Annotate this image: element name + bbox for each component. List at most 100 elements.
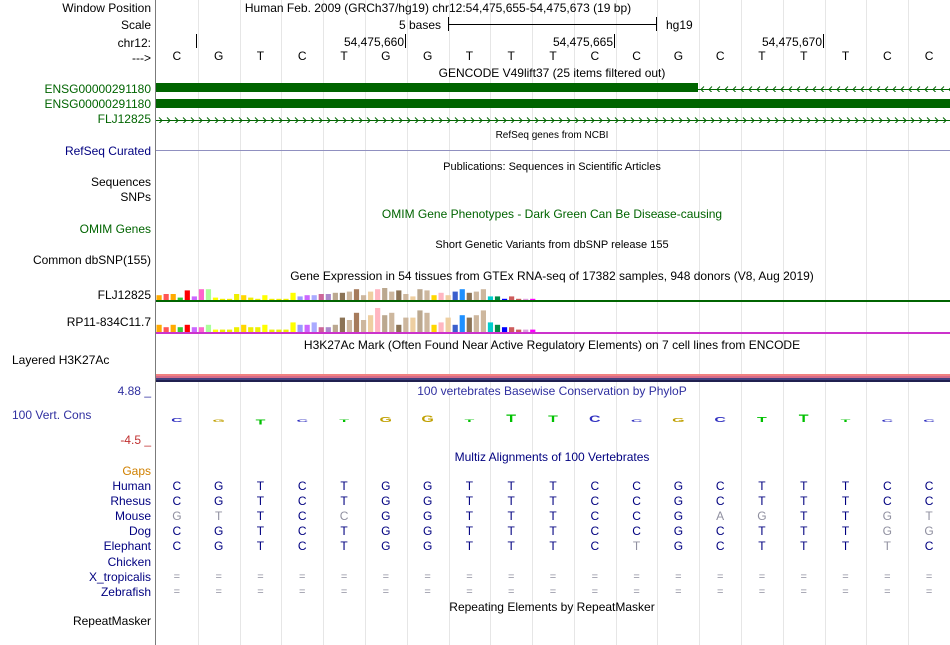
conservation-base-glyph: C bbox=[882, 419, 894, 423]
intron-chevron bbox=[550, 117, 555, 123]
track-display-area[interactable]: Human Feb. 2009 (GRCh37/hg19) chr12:54,4… bbox=[156, 0, 950, 645]
h3k27ac-track-title[interactable]: H3K27Ac Mark (Often Found Near Active Re… bbox=[303, 338, 801, 352]
intron-chevron bbox=[734, 117, 739, 123]
intron-chevron bbox=[908, 86, 913, 92]
dbsnp-label[interactable]: Common dbSNP(155) bbox=[32, 253, 151, 267]
intron-chevron bbox=[406, 117, 411, 123]
gtex-tissue-bar bbox=[494, 296, 501, 300]
gene-label-ensg-2[interactable]: ENSG00000291180 bbox=[44, 97, 151, 111]
repeatmasker-label[interactable]: RepeatMasker bbox=[72, 614, 151, 628]
species-label[interactable]: Zebrafish bbox=[100, 584, 151, 599]
gtex-bar-charts[interactable] bbox=[156, 283, 950, 335]
gtex-tissue-bar bbox=[276, 298, 282, 300]
multiz-base: G bbox=[172, 509, 182, 524]
gene-label-flj12825[interactable]: FLJ12825 bbox=[97, 112, 151, 126]
multiz-base: T bbox=[632, 539, 641, 554]
multiz-base: T bbox=[256, 509, 265, 524]
ruler-tick bbox=[823, 34, 824, 48]
omim-genes-label[interactable]: OMIM Genes bbox=[79, 222, 151, 236]
multiz-base: G bbox=[381, 509, 391, 524]
multiz-base: C bbox=[924, 494, 934, 509]
gene-intron-flj12825[interactable] bbox=[156, 114, 950, 123]
gene-body-ensg-1[interactable] bbox=[156, 83, 698, 92]
gtex-tissue-bar bbox=[198, 327, 204, 332]
multiz-base: = bbox=[215, 570, 222, 583]
sequence-base: T bbox=[507, 49, 515, 63]
omim-track-title[interactable]: OMIM Gene Phenotypes - Dark Green Can Be… bbox=[381, 207, 723, 221]
multiz-base: G bbox=[673, 524, 684, 539]
species-label[interactable]: Rhesus bbox=[110, 494, 151, 509]
gene-label-ensg-1[interactable]: ENSG00000291180 bbox=[44, 82, 151, 96]
multiz-base: = bbox=[257, 585, 264, 598]
gtex-tissue-bar bbox=[339, 292, 345, 300]
gtex-tissue-bar bbox=[318, 294, 324, 300]
intron-chevron bbox=[182, 117, 187, 123]
gtex-tissue-bar bbox=[241, 324, 247, 332]
species-label[interactable]: Mouse bbox=[114, 509, 151, 524]
multiz-base: T bbox=[549, 479, 557, 493]
gtex-tissue-bar bbox=[480, 289, 486, 300]
multiz-base: = bbox=[675, 585, 682, 598]
species-label[interactable]: Elephant bbox=[103, 539, 151, 554]
intron-chevron bbox=[934, 117, 939, 123]
publications-snps-label[interactable]: SNPs bbox=[120, 190, 151, 204]
species-label[interactable]: Chicken bbox=[107, 554, 151, 569]
gtex-tissue-bar bbox=[494, 324, 501, 332]
sequence-base: G bbox=[673, 49, 684, 63]
species-label[interactable]: Dog bbox=[128, 524, 151, 539]
gtex-tissue-bar bbox=[466, 317, 472, 332]
intron-chevron bbox=[902, 117, 907, 123]
gene-intron-ensg-1[interactable] bbox=[698, 83, 950, 92]
multiz-base: G bbox=[422, 524, 433, 539]
conservation-label[interactable]: 100 Vert. Cons bbox=[12, 408, 92, 422]
gtex-tissue-bar bbox=[205, 324, 212, 332]
multiz-base: = bbox=[758, 570, 766, 583]
multiz-base: T bbox=[256, 539, 265, 554]
species-label[interactable]: X_tropicalis bbox=[88, 569, 151, 584]
conservation-base-glyph: T bbox=[465, 419, 475, 423]
gtex-tissue-bar bbox=[170, 324, 176, 332]
gtex-tissue-bar bbox=[516, 298, 522, 300]
conservation-track-title[interactable]: 100 vertebrates Basewise Conservation by… bbox=[417, 384, 687, 398]
gtex-track-title[interactable]: Gene Expression in 54 tissues from GTEx … bbox=[290, 269, 814, 283]
intron-chevron bbox=[246, 117, 251, 123]
refseq-track-title[interactable]: RefSeq genes from NCBI bbox=[495, 130, 609, 141]
gene-body-ensg-2[interactable] bbox=[156, 99, 950, 108]
intron-chevron bbox=[854, 117, 859, 123]
multiz-base: C bbox=[632, 524, 641, 539]
gtex-tissue-bar bbox=[389, 312, 395, 332]
dbsnp-track-title[interactable]: Short Genetic Variants from dbSNP releas… bbox=[435, 239, 669, 251]
repeatmasker-track-title[interactable]: Repeating Elements by RepeatMasker bbox=[449, 600, 655, 614]
sequence-base: T bbox=[841, 49, 850, 63]
multiz-base: T bbox=[841, 524, 850, 539]
publications-sequences-label[interactable]: Sequences bbox=[90, 175, 151, 189]
intron-chevron bbox=[534, 117, 539, 123]
gtex-tissue-bar bbox=[170, 294, 176, 300]
intron-chevron bbox=[326, 117, 331, 123]
h3k27ac-signal[interactable] bbox=[156, 374, 950, 382]
gtex-tissue-bar bbox=[501, 298, 508, 300]
multiz-base: = bbox=[382, 570, 390, 583]
multiz-track-title[interactable]: Multiz Alignments of 100 Vertebrates bbox=[454, 450, 650, 464]
gtex-gene-label-1[interactable]: FLJ12825 bbox=[97, 288, 151, 302]
gtex-tissue-bar bbox=[509, 296, 515, 300]
conservation-base-glyph: G bbox=[421, 413, 433, 424]
intron-chevron bbox=[772, 86, 777, 92]
multiz-base: G bbox=[214, 479, 224, 493]
gencode-track-title[interactable]: GENCODE V49lift37 (25 items filtered out… bbox=[438, 66, 666, 80]
species-label[interactable]: Human bbox=[112, 479, 151, 493]
intron-chevron bbox=[486, 117, 491, 123]
multiz-base: = bbox=[675, 570, 682, 583]
gtex-tissue-bar bbox=[360, 320, 367, 332]
multiz-base: T bbox=[507, 494, 515, 509]
sequence-base: C bbox=[715, 49, 725, 63]
multiz-base: C bbox=[632, 479, 641, 493]
intron-chevron bbox=[822, 117, 827, 123]
publications-track-title[interactable]: Publications: Sequences in Scientific Ar… bbox=[443, 161, 661, 173]
multiz-base: C bbox=[924, 479, 934, 493]
gtex-gene-label-2[interactable]: RP11-834C11.7 bbox=[66, 315, 151, 329]
gtex-tissue-bar bbox=[318, 327, 324, 332]
h3k27ac-label[interactable]: Layered H3K27Ac bbox=[12, 353, 110, 367]
refseq-curated-label[interactable]: RefSeq Curated bbox=[64, 144, 151, 158]
